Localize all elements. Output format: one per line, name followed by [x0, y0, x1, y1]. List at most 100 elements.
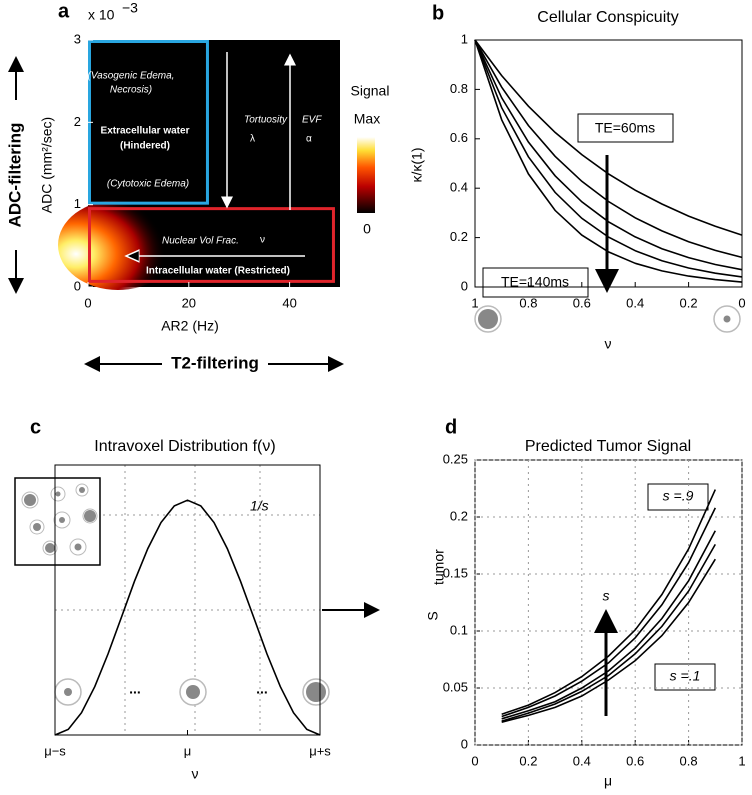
annotation-box — [654, 663, 716, 691]
colorbar — [357, 137, 375, 213]
panel-letter: c — [30, 416, 41, 438]
axis-caption: ADC-filtering — [5, 123, 24, 228]
annotation-box — [482, 267, 589, 298]
cell-icon — [64, 688, 72, 696]
y-tick-label: 0 — [461, 736, 468, 751]
y-axis-label-subscript: tumor — [431, 549, 447, 585]
y-tick-label: 0.1 — [450, 622, 468, 637]
annotation: Extracellular water — [101, 126, 190, 137]
y-tick-label: 0.8 — [450, 81, 468, 96]
region-box — [88, 207, 335, 283]
axis-caption: T2-filtering — [171, 353, 259, 372]
annotation: TE=60ms — [595, 120, 655, 136]
grid — [55, 465, 320, 735]
y-axis-label: ADC (mm²/sec) — [39, 117, 55, 213]
chart-title: Predicted Tumor Signal — [525, 438, 691, 455]
ellipsis: ... — [256, 681, 268, 697]
x-axis-label: ν — [605, 336, 612, 352]
annotation: (Cytotoxic Edema) — [107, 179, 189, 190]
x-tick-label: 0 — [738, 295, 745, 310]
annotation: (Hindered) — [120, 141, 170, 152]
x-tick-label: 0.8 — [519, 295, 537, 310]
annotation: s — [603, 588, 610, 604]
x-tick-label: 0.4 — [573, 753, 591, 768]
x-tick-label: 0.6 — [573, 295, 591, 310]
annotation: λ — [250, 134, 255, 145]
series-line — [54, 499, 321, 736]
annotation: s =.9 — [663, 488, 694, 504]
series-line — [501, 530, 717, 720]
annotation-box — [647, 483, 709, 511]
panel-letter: a — [58, 0, 70, 22]
chart-title: Intravoxel Distribution f(ν) — [94, 438, 275, 455]
annotation: (Vasogenic Edema, — [88, 71, 175, 82]
annotation: Intracellular water (Restricted) — [146, 266, 290, 277]
x-tick-label: 40 — [282, 295, 296, 310]
colorbar-label: Max — [354, 111, 380, 127]
x-tick-label: 0.6 — [626, 753, 644, 768]
x-axis-label: μ — [604, 773, 612, 789]
y-tick-label: 0 — [74, 278, 81, 293]
annotation: Necrosis) — [110, 85, 152, 96]
x-tick-label: 1 — [471, 295, 478, 310]
cell-icon — [186, 685, 200, 699]
panel-letter: d — [445, 416, 457, 438]
series-line — [501, 558, 716, 723]
ellipsis: ... — [129, 681, 141, 697]
y-axis-label: κ/κ(1) — [409, 148, 425, 183]
series-line — [474, 39, 743, 283]
y-tick-label: 0.2 — [450, 508, 468, 523]
annotation: s =.1 — [670, 668, 701, 684]
annotation: ν — [260, 235, 265, 246]
x-tick-label: μ+s — [309, 743, 331, 758]
x-tick-label: μ — [184, 743, 192, 758]
y-axis-label: S — [425, 611, 441, 620]
inset-cells — [21, 483, 98, 556]
x-tick-label: 0.4 — [626, 295, 644, 310]
x-tick-label: 20 — [182, 295, 196, 310]
x-tick-label: 0.2 — [519, 753, 537, 768]
series-line — [474, 39, 743, 259]
annotation: Nuclear Vol Frac. — [162, 236, 239, 247]
y-tick-label: 0.15 — [443, 565, 468, 580]
colorbar-title: Signal — [351, 83, 390, 99]
y-tick-label: 0.2 — [450, 229, 468, 244]
x-tick-label: μ−s — [44, 743, 66, 758]
y-tick-label: 0 — [461, 278, 468, 293]
y-tick-label: 0.05 — [443, 679, 468, 694]
cell-icon — [723, 315, 731, 323]
cell-icon — [306, 682, 326, 702]
series-line — [501, 507, 717, 718]
series-line — [501, 544, 716, 722]
x-tick-label: 0 — [84, 295, 91, 310]
heatmap-glow — [58, 200, 178, 290]
x-axis-label: ν — [192, 766, 199, 782]
x-axis-label: AR2 (Hz) — [161, 318, 219, 334]
y-tick-label: 3 — [74, 31, 81, 46]
x-tick-label: 0 — [471, 753, 478, 768]
x-tick-label: 0.2 — [680, 295, 698, 310]
series-line — [474, 39, 743, 236]
series-line — [474, 39, 743, 271]
y-tick-label: 0.4 — [450, 180, 468, 195]
colorbar-label: 0 — [363, 221, 371, 237]
y-tick-label: 0.25 — [443, 451, 468, 466]
y-tick-label: 0.6 — [450, 130, 468, 145]
cell-icon — [478, 309, 498, 329]
panel-letter: b — [432, 2, 444, 24]
x-tick-label: 0.8 — [680, 753, 698, 768]
plot-frame — [474, 39, 743, 288]
annotation: TE=140ms — [501, 274, 569, 290]
x-tick-label: 1 — [738, 753, 745, 768]
y-tick-label: 1 — [461, 31, 468, 46]
y-tick-label: 2 — [74, 114, 81, 129]
peak-label: 1/s — [250, 498, 269, 514]
series-line — [501, 489, 717, 715]
chart-title: Cellular Conspicuity — [537, 9, 678, 26]
annotation: α — [306, 134, 312, 145]
annotation: EVF — [302, 115, 322, 126]
multiplier-exponent: −3 — [122, 0, 138, 16]
y-tick-label: 1 — [74, 196, 81, 211]
annotation-box — [577, 113, 674, 143]
